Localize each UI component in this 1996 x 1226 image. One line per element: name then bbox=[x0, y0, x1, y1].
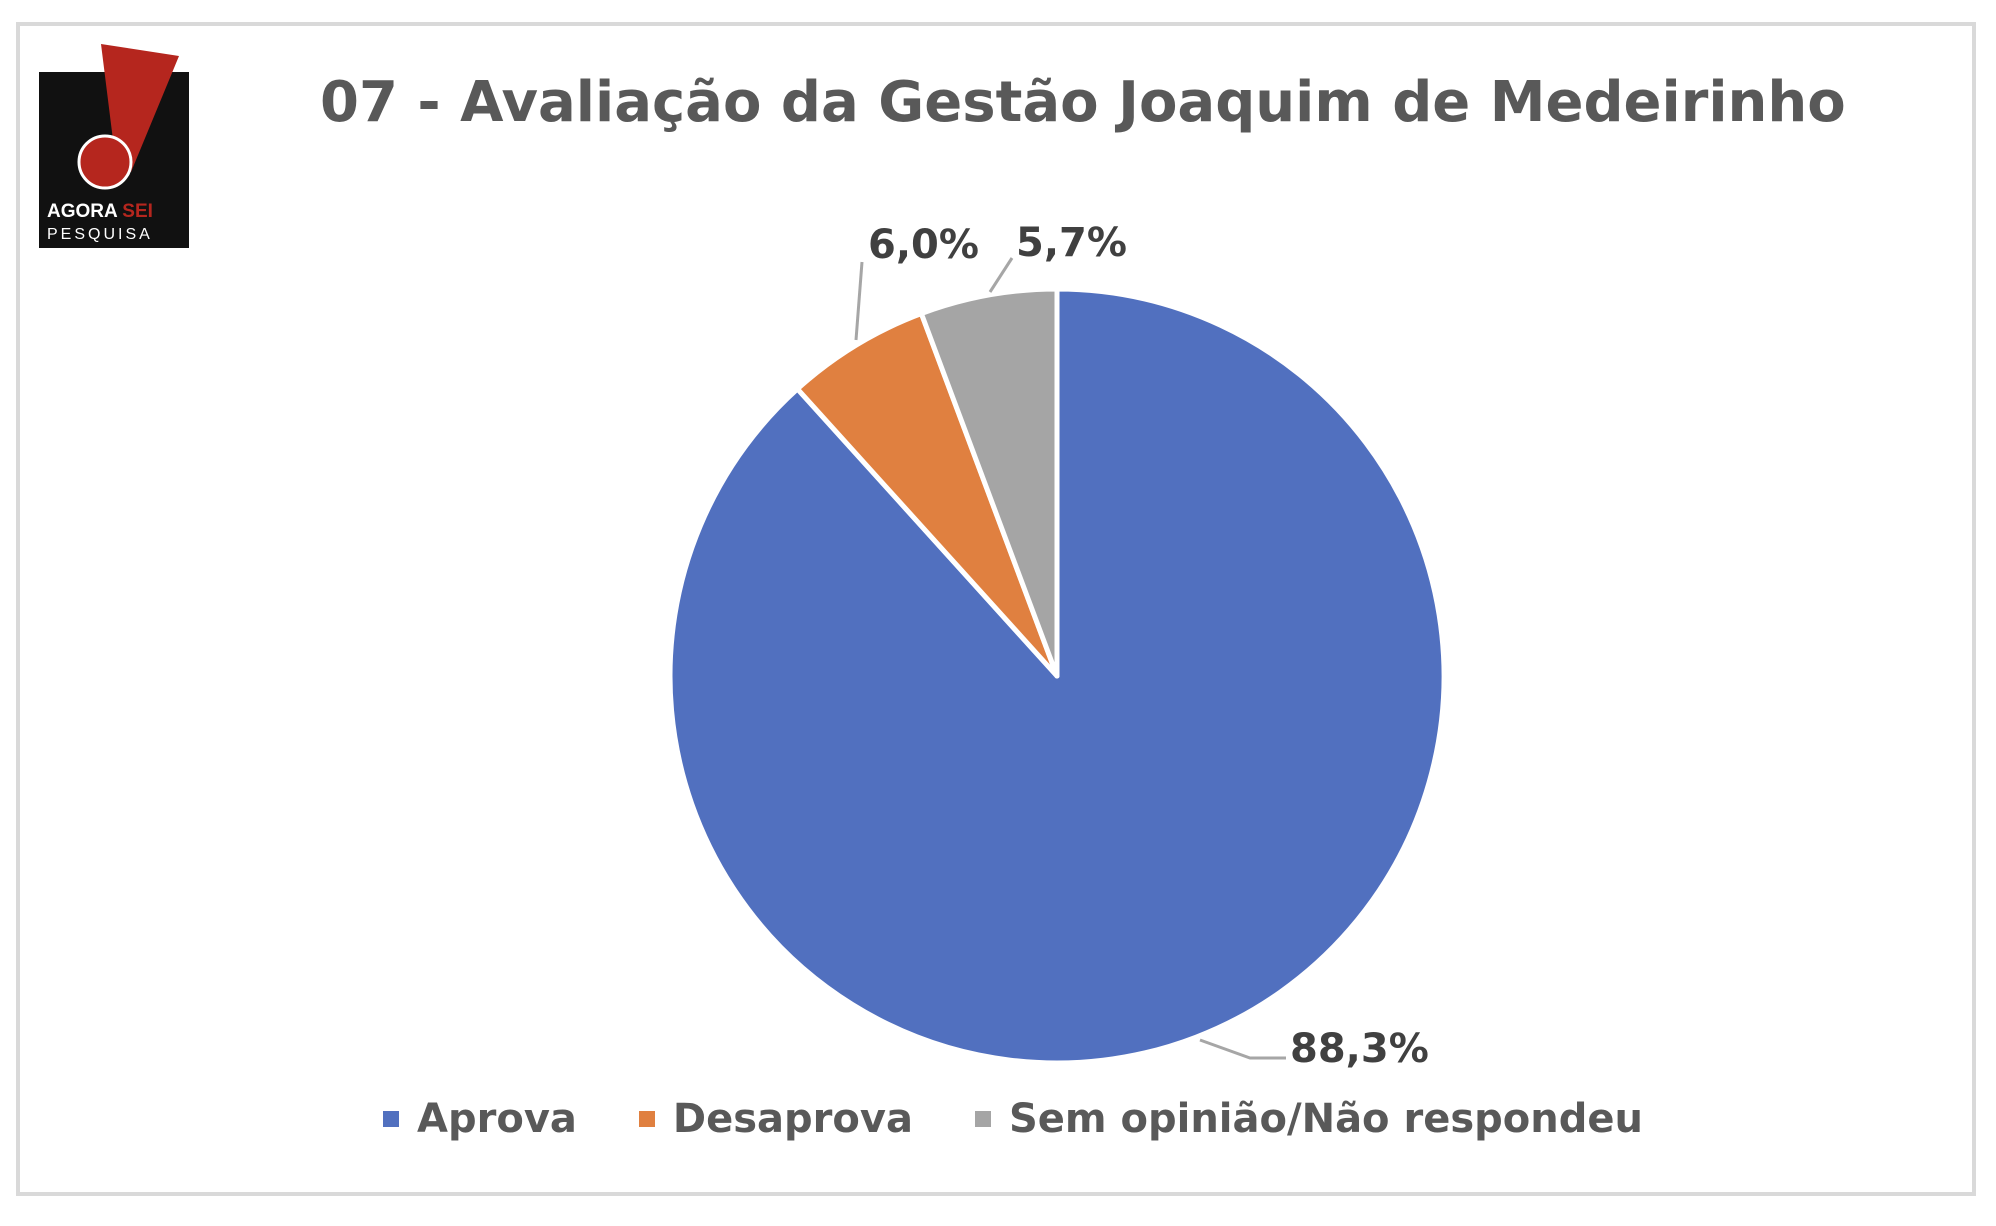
logo-text-line2: PESQUISA bbox=[47, 226, 153, 243]
logo-exclamation-dot-icon bbox=[79, 136, 131, 188]
data-labels: 88,3% 6,0% 5,7% bbox=[868, 220, 1429, 1072]
legend-item: Desaprova bbox=[638, 1096, 913, 1142]
legend: Aprova Desaprova Sem opinião/Não respondeu bbox=[0, 1096, 1996, 1142]
legend-swatch-icon bbox=[974, 1111, 991, 1127]
legend-label: Desaprova bbox=[672, 1096, 913, 1142]
leader-lines bbox=[854, 257, 1286, 1060]
pie-slice-desaprova bbox=[794, 311, 1060, 679]
data-label: 5,7% bbox=[1016, 220, 1127, 266]
pie-slice-sem-opini-o-n-o-respondeu bbox=[918, 286, 1060, 679]
data-label: 88,3% bbox=[1290, 1026, 1429, 1072]
leader-line bbox=[1199, 1038, 1286, 1060]
data-label: 6,0% bbox=[868, 222, 979, 268]
logo-text-line1: AGORA SEI bbox=[47, 201, 153, 222]
leader-line bbox=[854, 261, 864, 341]
legend-item: Sem opinião/Não respondeu bbox=[974, 1096, 1643, 1142]
chart-title: 07 - Avaliação da Gestão Joaquim de Mede… bbox=[320, 70, 1846, 135]
legend-label: Aprova bbox=[417, 1096, 577, 1142]
agora-sei-logo: AGORA SEI PESQUISA bbox=[39, 44, 189, 248]
pie-slices bbox=[667, 286, 1447, 1066]
legend-item: Aprova bbox=[383, 1096, 577, 1142]
legend-swatch-icon bbox=[638, 1111, 655, 1127]
leader-line bbox=[988, 257, 1014, 293]
legend-label: Sem opinião/Não respondeu bbox=[1008, 1096, 1643, 1142]
legend-swatch-icon bbox=[383, 1111, 400, 1127]
